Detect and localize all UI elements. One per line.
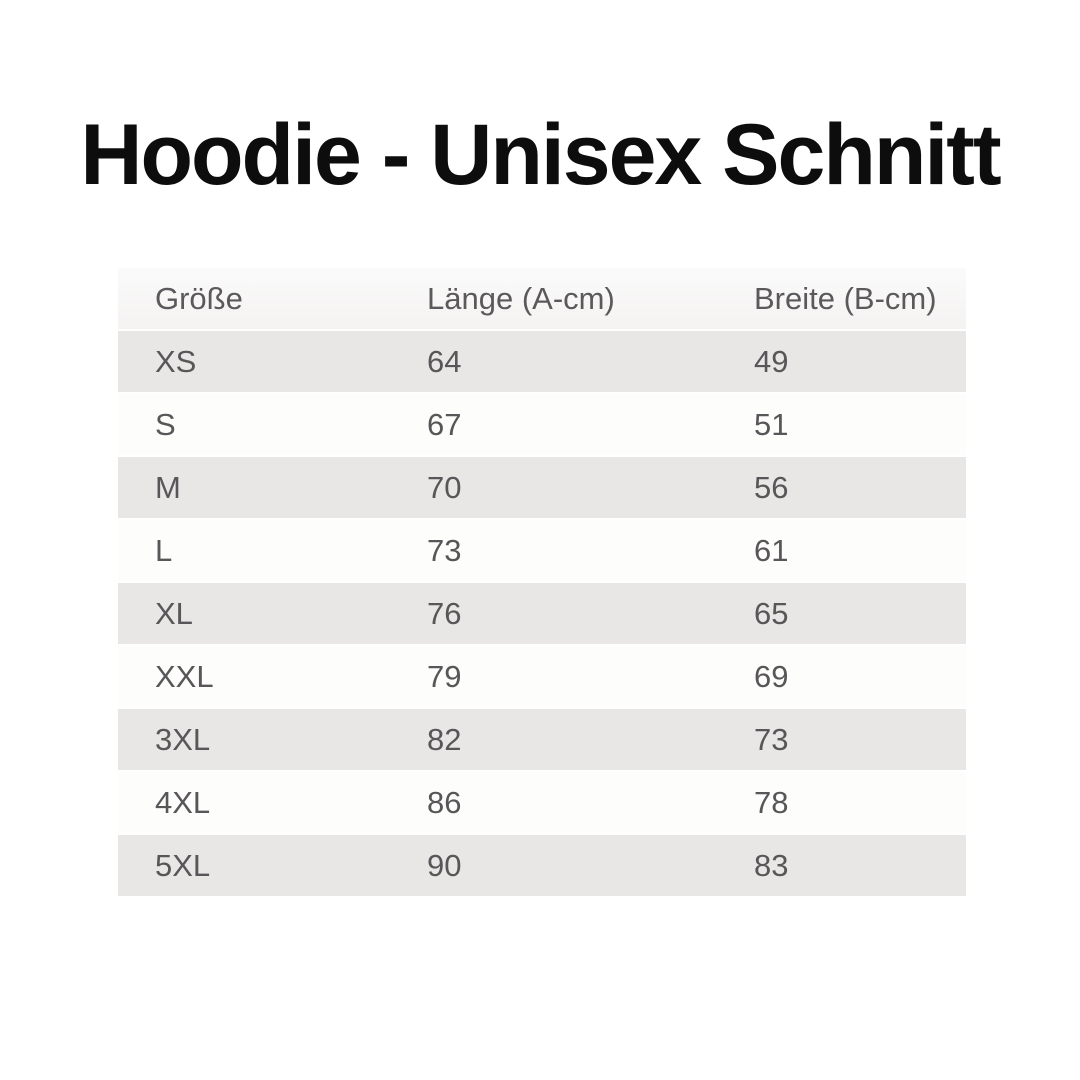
size-cell: L: [118, 519, 390, 583]
size-cell: S: [118, 393, 390, 457]
table-row: 3XL 82 73: [118, 708, 966, 772]
length-cell: 76: [390, 582, 717, 646]
table-row: XS 64 49: [118, 330, 966, 394]
size-cell: M: [118, 456, 390, 520]
size-chart-table: Größe Länge (A-cm) Breite (B-cm) XS 64 49 S…: [118, 268, 966, 898]
size-cell: 4XL: [118, 771, 390, 835]
table-header-row: Größe Länge (A-cm) Breite (B-cm): [118, 268, 966, 331]
width-cell: 83: [717, 834, 966, 898]
length-cell: 70: [390, 456, 717, 520]
size-cell: 3XL: [118, 708, 390, 772]
size-cell: XL: [118, 582, 390, 646]
length-cell: 90: [390, 834, 717, 898]
size-cell: XXL: [118, 645, 390, 709]
length-cell: 79: [390, 645, 717, 709]
width-cell: 78: [717, 771, 966, 835]
column-header-size: Größe: [118, 268, 390, 331]
table-row: 5XL 90 83: [118, 834, 966, 898]
table-row: M 70 56: [118, 456, 966, 520]
width-cell: 49: [717, 330, 966, 394]
size-cell: 5XL: [118, 834, 390, 898]
page-title: Hoodie - Unisex Schnitt: [80, 107, 1001, 203]
column-header-width: Breite (B-cm): [717, 268, 966, 331]
table-row: XL 76 65: [118, 582, 966, 646]
table-body: XS 64 49 S 67 51 M 70 56 L 73 61 XL 76 65 XXL 79 69 3XL 82 7…: [118, 330, 966, 898]
length-cell: 64: [390, 330, 717, 394]
table-row: L 73 61: [118, 519, 966, 583]
table-row: S 67 51: [118, 393, 966, 457]
length-cell: 73: [390, 519, 717, 583]
width-cell: 51: [717, 393, 966, 457]
width-cell: 56: [717, 456, 966, 520]
width-cell: 61: [717, 519, 966, 583]
length-cell: 86: [390, 771, 717, 835]
table-row: XXL 79 69: [118, 645, 966, 709]
width-cell: 65: [717, 582, 966, 646]
length-cell: 82: [390, 708, 717, 772]
length-cell: 67: [390, 393, 717, 457]
table-row: 4XL 86 78: [118, 771, 966, 835]
size-cell: XS: [118, 330, 390, 394]
width-cell: 73: [717, 708, 966, 772]
column-header-length: Länge (A-cm): [390, 268, 717, 331]
width-cell: 69: [717, 645, 966, 709]
